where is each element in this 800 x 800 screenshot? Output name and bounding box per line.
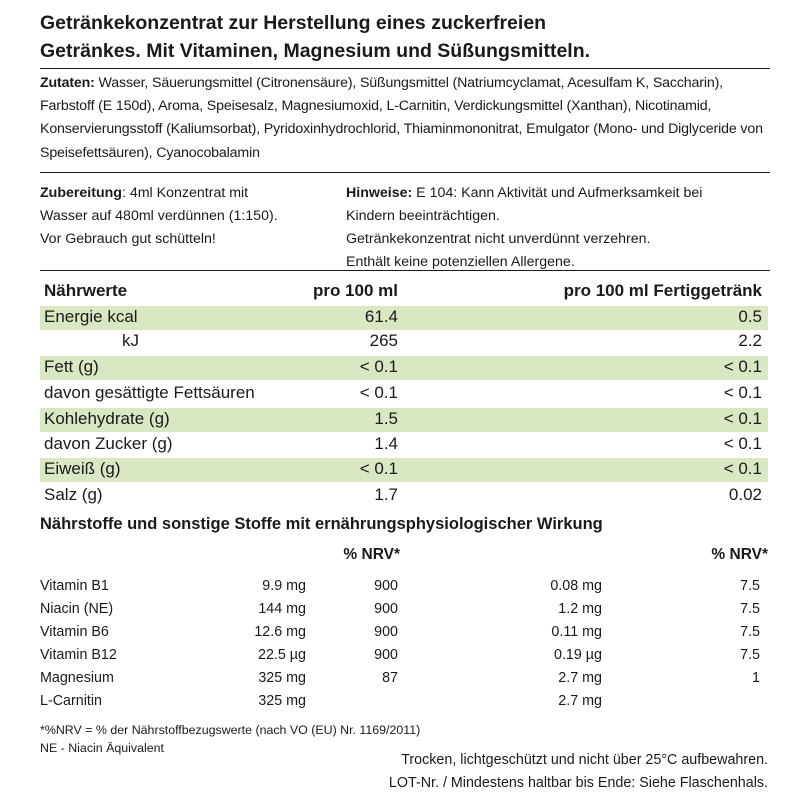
notes-divider (40, 270, 770, 271)
nutrient-nrv-drink: 1 (752, 670, 760, 686)
ingredients-text: Wasser, Säuerungsmittel (Citronensäure),… (40, 75, 763, 161)
nutrition-row: davon gesättigte Fettsäuren < 0.1 < 0.1 (40, 382, 768, 406)
nutrition-row: kJ 265 2.2 (40, 330, 768, 354)
nutrition-header-col1: pro 100 ml (312, 281, 398, 300)
nutrient-row: L-Carnitin 325 mg 2.7 mg (40, 693, 768, 715)
nutrient-amount: 325 mg (258, 670, 306, 686)
nutrient-amount-drink: 0.19 µg (554, 647, 602, 663)
nutrients-title: Nährstoffe und sonstige Stoffe mit ernäh… (40, 515, 603, 533)
lot-note: LOT-Nr. / Mindestens haltbar bis Ende: S… (388, 775, 768, 791)
nutrition-row-value-per100: < 0.1 (359, 357, 398, 376)
nutrition-row-value-per100: 1.7 (374, 485, 398, 504)
nutrition-row: Kohlehydrate (g) 1.5 < 0.1 (40, 408, 768, 432)
nutrient-row: Vitamin B12 22.5 µg 900 0.19 µg 7.5 (40, 647, 768, 669)
nutrient-nrv: 900 (374, 647, 398, 663)
nutrient-amount: 12.6 mg (254, 624, 306, 640)
nutrient-label: Vitamin B1 (40, 578, 109, 594)
nutrient-label: Niacin (NE) (40, 601, 114, 617)
notes-line-2: Kindern beeinträchtigen. (346, 208, 500, 224)
nutrition-row-value-drink: < 0.1 (723, 409, 762, 428)
ingredients-label: Zutaten: (40, 75, 95, 91)
nutrition-row-label: Eiweiß (g) (44, 459, 121, 478)
nutrition-row: Fett (g) < 0.1 < 0.1 (40, 356, 768, 380)
nutrient-amount: 325 mg (258, 693, 306, 709)
product-title-line-2: Getränkes. Mit Vitaminen, Magnesium und … (40, 40, 591, 62)
nutrient-row: Magnesium 325 mg 87 2.7 mg 1 (40, 670, 768, 692)
nutrient-nrv-drink: 7.5 (740, 601, 760, 617)
preparation-label: Zubereitung (40, 185, 122, 201)
nutrient-nrv: 900 (374, 578, 398, 594)
nutrient-amount-drink: 0.08 mg (550, 578, 602, 594)
nutrient-label: Vitamin B6 (40, 624, 109, 640)
nutrient-nrv-drink: 7.5 (740, 624, 760, 640)
storage-note: Trocken, lichtgeschützt und nicht über 2… (401, 752, 768, 768)
nutrition-row-value-per100: 265 (369, 331, 398, 350)
nutrition-row-value-drink: 0.02 (728, 485, 762, 504)
nutrient-amount-drink: 2.7 mg (558, 670, 602, 686)
nutrition-row-label: Salz (g) (44, 485, 103, 504)
ingredients-block: Zutaten: Wasser, Säuerungsmittel (Citron… (40, 72, 780, 165)
notes-label: Hinweise: (346, 185, 413, 201)
nutrition-row-value-drink: 2.2 (738, 331, 762, 350)
nutrition-header-row: Nährwerte pro 100 ml pro 100 ml Fertigge… (40, 278, 768, 304)
preparation-line-2: Wasser auf 480ml verdünnen (1:150). (40, 208, 278, 224)
nutrition-row-value-drink: < 0.1 (723, 383, 762, 402)
nutrition-row-label: Kohlehydrate (g) (44, 409, 170, 428)
product-title-line-1: Getränkekonzentrat zur Herstellung eines… (40, 12, 547, 34)
nutrient-nrv: 900 (374, 601, 398, 617)
nutrition-row: davon Zucker (g) 1.4 < 0.1 (40, 433, 768, 457)
nutrition-row-value-drink: < 0.1 (723, 459, 762, 478)
nutrient-label: Vitamin B12 (40, 647, 117, 663)
nutrient-nrv: 87 (382, 670, 398, 686)
nutrient-nrv: 900 (374, 624, 398, 640)
nutrition-row-label: davon gesättigte Fettsäuren (44, 383, 255, 402)
notes-line-3: Getränkekonzentrat nicht unverdünnt verz… (346, 231, 651, 247)
nrv-header-concentrate: % NRV* (343, 546, 400, 563)
nutrient-row: Vitamin B1 9.9 mg 900 0.08 mg 7.5 (40, 578, 768, 600)
nutrient-row: Niacin (NE) 144 mg 900 1.2 mg 7.5 (40, 601, 768, 623)
nutrient-label: Magnesium (40, 670, 114, 686)
nutrition-row-value-per100: < 0.1 (359, 459, 398, 478)
preparation-line-1: : 4ml Konzentrat mit (121, 185, 249, 201)
notes-line-1: E 104: Kann Aktivität und Aufmerksamkeit… (412, 185, 703, 201)
nutrition-row: Eiweiß (g) < 0.1 < 0.1 (40, 458, 768, 482)
ingredients-divider (40, 172, 770, 173)
notes-block: Hinweise: E 104: Kann Aktivität und Aufm… (346, 182, 786, 274)
nutrition-row-value-drink: < 0.1 (723, 357, 762, 376)
product-title: Getränkekonzentrat zur Herstellung eines… (40, 9, 780, 65)
nutrition-row-value-drink: 0.5 (738, 307, 762, 326)
nutrition-row-value-per100: 1.4 (374, 434, 398, 453)
preparation-block: Zubereitung: 4ml Konzentrat mit Wasser a… (40, 182, 340, 251)
nutrition-row: Salz (g) 1.7 0.02 (40, 484, 768, 508)
nrv-header-drink: % NRV* (711, 546, 768, 563)
preparation-line-3: Vor Gebrauch gut schütteln! (40, 231, 216, 247)
title-divider (40, 68, 770, 69)
nutrition-row-value-per100: 61.4 (364, 307, 398, 326)
nutrition-row-label: kJ (122, 331, 139, 350)
nutrition-row-value-per100: 1.5 (374, 409, 398, 428)
nutrition-row: Energie kcal 61.4 0.5 (40, 306, 768, 330)
ne-footnote: NE - Niacin Äquivalent (40, 741, 164, 755)
notes-line-4: Enthält keine potenziellen Allergene. (346, 254, 575, 270)
nutrient-amount-drink: 1.2 mg (558, 601, 602, 617)
nutrient-amount-drink: 0.11 mg (551, 624, 602, 640)
nutrition-row-label: davon Zucker (g) (44, 434, 173, 453)
nutrition-row-label: Energie kcal (44, 307, 138, 326)
nutrition-header-col2: pro 100 ml Fertiggetränk (563, 281, 762, 300)
nutrient-amount: 144 mg (258, 601, 306, 617)
nutrient-amount: 9.9 mg (262, 578, 306, 594)
nutrition-row-label: Fett (g) (44, 357, 99, 376)
nutrient-nrv-drink: 7.5 (740, 647, 760, 663)
nutrition-row-value-per100: < 0.1 (359, 383, 398, 402)
nutrient-amount-drink: 2.7 mg (558, 693, 602, 709)
nutrient-label: L-Carnitin (40, 693, 102, 709)
nutrient-nrv-drink: 7.5 (740, 578, 760, 594)
nutrient-row: Vitamin B6 12.6 mg 900 0.11 mg 7.5 (40, 624, 768, 646)
nutrition-header-label: Nährwerte (44, 281, 128, 300)
nutrition-row-value-drink: < 0.1 (723, 434, 762, 453)
nutrient-amount: 22.5 µg (258, 647, 306, 663)
nrv-footnote: *%NRV = % der Nährstoffbezugswerte (nach… (40, 723, 421, 737)
